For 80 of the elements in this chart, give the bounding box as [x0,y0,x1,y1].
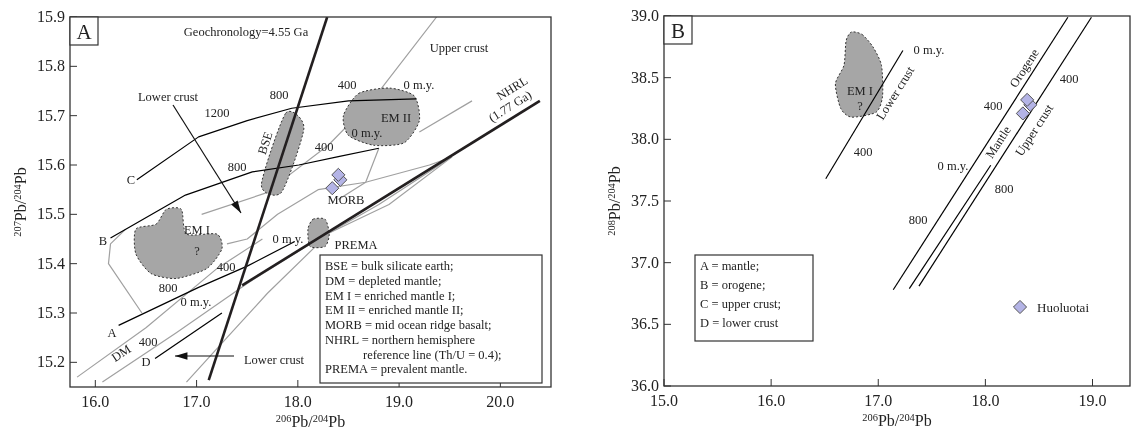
annotation: Upper crust [429,41,489,56]
y-tick-label: 38.5 [631,68,659,86]
annotation: 0 m.y. [180,295,212,310]
annotation: ? [857,99,864,114]
annotation: MORB [327,193,365,208]
annotation: 400 [1059,72,1079,87]
annotation: A = mantle; [700,259,760,273]
annotation: reference line (Th/U = 0.4); [363,347,502,362]
y-tick-label: 15.2 [37,353,65,371]
annotation: 400 [314,140,334,155]
annotation: B [98,234,108,249]
annotation: PREMA [334,238,378,253]
annotation: BSE = bulk silicate earth; [325,259,454,273]
annotation: DM = depleted mantle; [325,273,442,288]
annotation: 0 m.y. [272,232,304,247]
chart-title: B [670,19,686,43]
annotation: 800 [158,281,178,296]
y-tick-label: 15.4 [37,254,65,272]
x-tick-label: 18.0 [283,393,312,410]
y-tick-label: 15.9 [37,8,65,25]
annotation: 400 [337,78,357,93]
annotation: 400 [983,99,1003,114]
annotation: Lower crust [243,353,305,368]
annotation: 400 [138,335,158,350]
annotation: 800 [269,88,289,103]
annotation: 400 [216,260,236,275]
y-tick-label: 37.0 [631,253,659,271]
annotation: EM I = enriched mantle I; [325,288,456,303]
legend-label: Huoluotai [1037,300,1090,315]
annotation: Geochronology=4.55 Ga [183,25,309,40]
panel-label: A [69,16,99,46]
annotation: D = lower crust [700,316,779,330]
x-tick-label: 16.0 [81,393,110,410]
annotation: 400 [853,145,873,160]
annotation: 1200 [204,106,230,121]
annotation: NHRL = northern hemisphere [325,332,476,347]
y-tick-label: 36.5 [631,315,659,333]
annotation: 0 m.y. [937,159,969,174]
annotation: 0 m.y. [913,43,945,58]
annotation: D [141,355,151,370]
annotation: EM I [846,84,874,99]
y-tick-label: 15.8 [37,57,65,75]
y-tick-label: 15.7 [37,106,65,124]
annotation: MORB = mid ocean ridge basalt; [325,318,492,332]
x-tick-label: 16.0 [757,392,786,409]
annotation: A [107,326,117,341]
x-tick-label: 15.0 [650,392,678,409]
annotation: C [126,173,136,188]
panel-label: B [663,15,693,45]
chart-title: A [76,20,93,44]
y-tick-label: 38.0 [631,130,659,148]
y-tick-label: 15.6 [37,156,65,173]
x-axis-title: $^{206}$Pb/$^{204}$Pb [862,411,932,429]
x-axis-title: $^{206}$Pb/$^{204}$Pb [275,412,346,430]
x-tick-label: 18.0 [971,392,1000,409]
annotation: 800 [994,182,1014,197]
annotation: 0 m.y. [351,126,383,141]
y-tick-label: 36.0 [631,377,659,394]
x-tick-label: 19.0 [1078,392,1107,409]
annotation: PREMA = prevalent mantle. [325,362,468,377]
x-tick-label: 19.0 [385,393,414,410]
annotation: EM I [183,223,211,238]
annotation: ? [194,244,201,259]
annotation: DM [108,341,134,365]
annotation: BSE [255,129,276,157]
annotation: 0 m.y. [403,78,435,93]
y-tick-label: 37.5 [631,192,659,209]
annotation: 800 [227,160,247,175]
x-tick-label: 17.0 [864,392,893,409]
x-tick-label: 17.0 [182,393,211,410]
annotation: Lower crust [137,90,199,105]
annotation: EM II [380,111,412,126]
annotation: B = orogene; [700,278,766,292]
x-tick-label: 20.0 [486,393,515,410]
y-tick-label: 39.0 [631,7,659,24]
annotation: EM II = enriched mantle II; [325,303,464,318]
annotation: 800 [908,213,928,228]
y-tick-label: 15.3 [37,304,65,321]
y-tick-label: 15.5 [37,205,65,223]
annotation: C = upper crust; [700,297,781,311]
